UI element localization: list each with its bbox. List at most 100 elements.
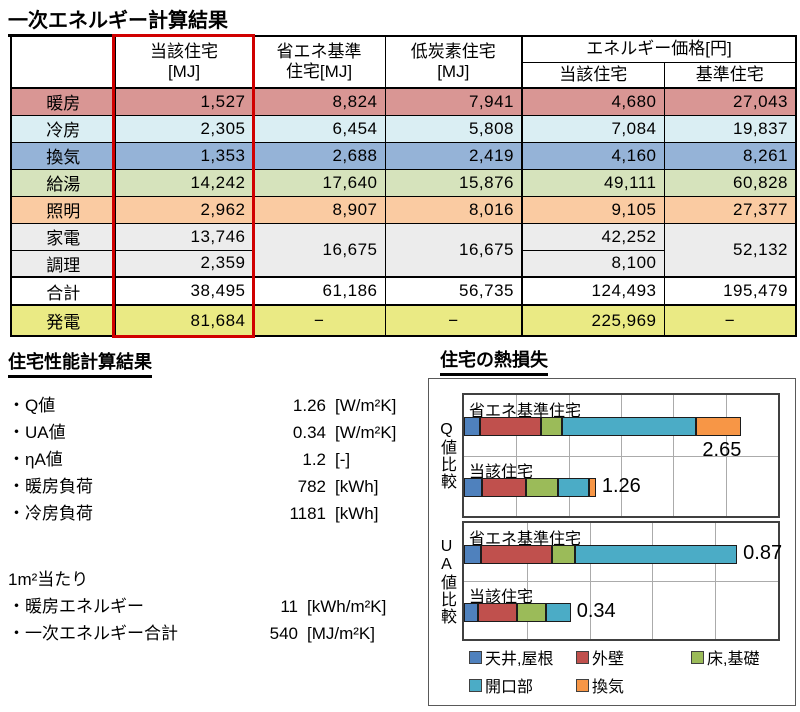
bar-row: 当該住宅 0.34 xyxy=(464,581,778,639)
legend-label: 床,基礎 xyxy=(707,651,760,668)
bar-segment xyxy=(562,417,697,436)
table-row-total: 合計 38,495 61,186 56,735 124,493 195,479 xyxy=(10,276,797,306)
table-row-generation: 発電 81,684 − − 225,969 − xyxy=(10,304,797,337)
bar-segment xyxy=(558,477,589,497)
legend-swatch-icon xyxy=(469,650,482,664)
cell-value: 8,824 xyxy=(252,87,386,116)
perf-unit: [MJ/m²K] xyxy=(307,624,375,643)
cell-dash: − xyxy=(663,304,797,337)
row-label: 合計 xyxy=(10,276,116,306)
perf-label: ・一次エネルギー合計 xyxy=(8,624,178,643)
perf-unit: [W/m²K] xyxy=(335,396,397,415)
header-standard-mj: 省エネ基準 住宅[MJ] xyxy=(252,35,386,89)
cell-value: 61,186 xyxy=(252,276,386,306)
legend-item: 外壁 xyxy=(576,645,691,669)
stacked-bar xyxy=(464,545,738,564)
legend-item: 床,基礎 xyxy=(691,645,759,669)
per-m2-heading: 1m²当たり xyxy=(8,570,89,589)
cell-value: 8,907 xyxy=(252,195,386,224)
legend-label: 開口部 xyxy=(485,679,534,696)
row-label: 暖房 xyxy=(10,87,116,116)
cell-value: 17,640 xyxy=(252,168,386,197)
perf-value: 782 xyxy=(297,477,326,496)
perf-unit: [kWh/m²K] xyxy=(307,597,387,616)
legend-label: 天井,屋根 xyxy=(485,651,554,668)
category-label: 当該住宅 xyxy=(469,463,534,481)
category-separator xyxy=(464,455,778,457)
bar-segment xyxy=(517,603,546,622)
perf-label: ・暖房エネルギー xyxy=(8,597,144,616)
row-label: 家電 xyxy=(10,222,116,251)
cell-value: 2,962 xyxy=(114,195,254,224)
cell-value: 2,419 xyxy=(384,141,523,170)
axis-label-ua: UA値比較 xyxy=(438,537,455,625)
perf-item-cooling-load: ・冷房負荷 1181 [kWh] xyxy=(8,500,428,527)
perf-item-heating-energy: ・暖房エネルギー 11 [kWh/m²K] xyxy=(8,593,428,620)
plot-area-0: 省エネ基準住宅 2.65 当該住宅 1.26 xyxy=(462,393,780,518)
legend-swatch-icon xyxy=(576,650,589,664)
bar-segment xyxy=(478,603,518,622)
bar-segment xyxy=(588,477,596,497)
bar-value: 0.87 xyxy=(743,542,783,564)
legend-row: 天井,屋根 外壁 床,基礎 xyxy=(469,643,759,671)
category-label: 省エネ基準住宅 xyxy=(469,403,582,420)
perf-unit: [kWh] xyxy=(335,477,379,496)
legend-label: 換気 xyxy=(592,679,625,696)
row-label: 換気 xyxy=(10,141,116,170)
heat-loss-title: 住宅の熱損失 xyxy=(440,346,548,376)
legend-swatch-icon xyxy=(691,650,704,664)
header-price-subject: 当該住宅 xyxy=(521,61,665,89)
cell-value: 9,105 xyxy=(521,195,665,224)
stacked-bar xyxy=(464,417,742,436)
plot-area-1: 省エネ基準住宅 0.87 当該住宅 0.34 xyxy=(462,521,782,641)
perf-item-eta-a-value: ・ηA値 1.2 [-] xyxy=(8,446,428,473)
header-price-standard: 基準住宅 xyxy=(663,61,797,89)
legend-row: 開口部 換気 xyxy=(469,671,759,699)
row-label: 調理 xyxy=(10,249,116,278)
category-label: 省エネ基準住宅 xyxy=(469,531,582,548)
legend-item: 換気 xyxy=(576,673,624,697)
heat-loss-title-text: 住宅の熱損失 xyxy=(440,346,548,376)
cell-value: 42,252 xyxy=(521,222,665,251)
category-label: 当該住宅 xyxy=(469,589,534,606)
legend-swatch-icon xyxy=(576,678,589,692)
bar-row: 省エネ基準住宅 0.87 xyxy=(464,523,782,581)
bar-segment xyxy=(541,417,563,436)
cell-value: 4,160 xyxy=(521,141,665,170)
cell-value: 124,493 xyxy=(521,276,665,306)
axis-label-q: Q値比較 xyxy=(438,421,455,490)
bar-segment xyxy=(464,417,480,436)
bar-segment xyxy=(575,545,738,564)
stacked-bar xyxy=(464,477,596,497)
cell-value: 195,479 xyxy=(663,276,797,306)
header-subject-line1: 当該住宅 xyxy=(150,41,218,61)
perf-value: 540 xyxy=(269,624,298,643)
header-subject-line2: [MJ] xyxy=(167,62,201,81)
page-title-text: 一次エネルギー計算結果 xyxy=(8,4,228,37)
performance-list: ・Q値 1.26 [W/m²K] ・UA値 0.34 [W/m²K] ・ηA値 … xyxy=(8,392,428,527)
highlight-box xyxy=(112,34,255,338)
perf-value: 1.26 xyxy=(292,396,326,415)
bar-segment xyxy=(464,545,482,564)
cell-value: 56,735 xyxy=(384,276,523,306)
cell-value: 6,454 xyxy=(252,114,386,143)
header-standard-line2: 住宅[MJ] xyxy=(285,62,353,81)
legend-item: 開口部 xyxy=(469,673,576,697)
header-price-group: エネルギー価格[円] xyxy=(520,35,797,63)
row-label: 冷房 xyxy=(10,114,116,143)
legend-item: 天井,屋根 xyxy=(469,645,576,669)
heat-loss-chart: Q値比較 UA値比較 省エネ基準住宅 2.65 当該住宅 1.26 省エネ基準住宅 0.… xyxy=(428,378,796,706)
cell-dash: − xyxy=(252,304,386,337)
perf-item-ua-value: ・UA値 0.34 [W/m²K] xyxy=(8,419,428,446)
cell-value: 1,527 xyxy=(114,87,254,116)
bar-value: 2.65 xyxy=(702,439,742,461)
cell-dash: − xyxy=(384,304,523,337)
cell-value: 5,808 xyxy=(384,114,523,143)
table-row-ventilation: 換気 1,353 2,688 2,419 4,160 8,261 xyxy=(10,141,797,170)
cell-value: 225,969 xyxy=(521,304,665,337)
chart-legend: 天井,屋根 外壁 床,基礎開口部 換気 xyxy=(469,643,759,699)
table-header-row-2: 当該住宅 基準住宅 xyxy=(11,61,797,89)
bar-segment xyxy=(464,603,479,622)
header-lowcarbon-mj: 低炭素住宅 [MJ] xyxy=(384,35,523,89)
